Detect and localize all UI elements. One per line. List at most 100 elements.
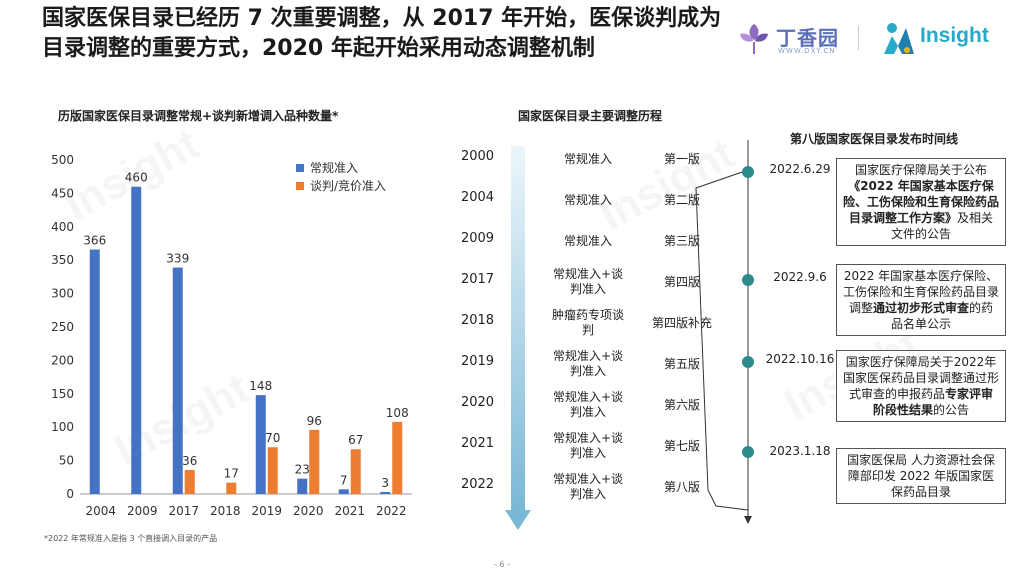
timeline-year: 2009 (460, 231, 495, 246)
timeline-version: 第七版 (663, 438, 700, 453)
x-tick-label: 2021 (334, 504, 365, 518)
data-label: 460 (125, 171, 148, 185)
data-label: 67 (348, 433, 363, 447)
timeline-version: 第四版补充 (652, 315, 713, 330)
insight-name: Insight (920, 24, 989, 47)
data-label: 36 (182, 454, 197, 468)
insight-person-icon (884, 23, 914, 54)
data-label: 148 (249, 379, 272, 393)
timeline-admission-type: 常规准入 (563, 151, 612, 166)
y-tick-label: 500 (51, 153, 74, 167)
timeline-admission-type: 常规准入+谈判准入 (552, 472, 624, 501)
y-tick-label: 100 (51, 420, 74, 434)
data-label: 96 (307, 414, 322, 428)
timeline-version: 第八版 (663, 479, 700, 494)
release-event-text: 的药品名单公示 (890, 301, 994, 331)
bar-chart: 0 50 100 150 200 250 300 350 400 450 500 2004 366 200… (51, 153, 412, 518)
timeline-version: 第一版 (663, 151, 700, 166)
release-event-text: 的公告 (933, 403, 970, 417)
timeline-row: 2018 肿瘤药专项谈判 第四版补充 (440, 305, 720, 341)
y-tick-label: 400 (51, 220, 74, 234)
y-tick-label: 300 (51, 287, 74, 301)
timeline-row: 2020 常规准入+谈判准入 第六版 (440, 387, 720, 423)
x-tick-label: 2018 (210, 504, 241, 518)
bar (380, 491, 391, 494)
release-event-text: 及相关文件的公告 (890, 211, 994, 241)
timeline-row: 2022 常规准入+谈判准入 第八版 (440, 469, 720, 505)
x-tick-label: 2020 (293, 504, 324, 518)
timeline-row: 2004 常规准入 第二版 (440, 182, 720, 218)
release-date: 2022.10.16 (765, 352, 835, 366)
page-number: - 6 - (494, 560, 510, 569)
release-event-highlight: 《2022 年国家基本医疗保险、工伤保险和生育保险药品目录调整工作方案》 (843, 179, 1000, 225)
release-event-text: 国家医保局 人力资源社会保障部印发 2022 年版国家医保药品目录 (847, 453, 995, 499)
dxy-logo: 丁香园 WWW.DXY.CN (734, 18, 854, 58)
y-tick-label: 150 (51, 387, 74, 401)
timeline-row: 2017 常规准入+谈判准入 第四版 (440, 264, 720, 300)
bar (89, 249, 100, 494)
release-timeline-axis (742, 140, 754, 524)
data-label: 17 (224, 467, 239, 481)
timeline-admission-type: 常规准入+谈判准入 (552, 431, 624, 460)
release-event-box: 国家医疗保障局关于2022年国家医保药品目录调整通过形式审查的申报药品专家评审阶… (836, 350, 1006, 422)
timeline-down-arrow-icon (505, 146, 531, 530)
timeline-version: 第三版 (663, 233, 700, 248)
timeline-version: 第六版 (663, 397, 700, 412)
release-event-text: 2022 年国家基本医疗保险、工伤保险和生育保险药品目录调整 (843, 269, 1000, 315)
timeline-version: 第四版 (663, 274, 700, 289)
timeline-row: 2009 常规准入 第三版 (440, 223, 720, 259)
data-label: 23 (295, 463, 310, 477)
bar (309, 429, 320, 494)
legend-swatch (296, 182, 304, 190)
timeline-year: 2019 (460, 354, 495, 369)
timeline-admission-type: 常规准入 (563, 233, 612, 248)
dxy-name: 丁香园 (776, 26, 839, 50)
y-tick-label: 450 (51, 186, 74, 200)
data-label: 70 (265, 431, 280, 445)
bar (131, 186, 142, 494)
timeline-title: 国家医保目录主要调整历程 (518, 109, 663, 123)
legend-label: 常规准入 (310, 160, 358, 175)
timeline-row: 2019 常规准入+谈判准入 第五版 (440, 346, 720, 382)
timeline-version: 第五版 (663, 356, 700, 371)
bar (184, 469, 195, 494)
x-tick-label: 2009 (127, 504, 158, 518)
logo-divider (858, 26, 859, 50)
data-label: 7 (340, 473, 348, 487)
y-tick-label: 50 (59, 454, 74, 468)
chart-title: 历版国家医保目录调整常规+谈判新增调入品种数量* (58, 109, 339, 123)
page-headline: 国家医保目录已经历 7 次重要调整，从 2017 年开始，医保谈判成为目录调整的… (42, 6, 722, 61)
timeline-year: 2022 (460, 477, 495, 492)
release-event-box: 国家医疗保障局关于公布《2022 年国家基本医疗保险、工伤保险和生育保险药品目录… (836, 158, 1006, 246)
y-tick-label: 0 (66, 487, 74, 501)
release-event-highlight: 专家评审阶段性结果 (872, 387, 994, 417)
release-event-text: 国家医疗保障局关于2022年国家医保药品目录调整通过形式审查的申报药品 (843, 355, 1000, 401)
timeline-year: 2004 (460, 190, 495, 205)
version-bracket (695, 169, 749, 511)
timeline-year: 2000 (460, 149, 495, 164)
x-tick-label: 2019 (251, 504, 282, 518)
bar (255, 395, 266, 494)
insight-logo: Insight (880, 18, 1010, 58)
data-label: 3 (381, 476, 389, 490)
release-event-box: 2022 年国家基本医疗保险、工伤保险和生育保险药品目录调整通过初步形式审查的药… (836, 264, 1006, 336)
timeline-admission-type: 常规准入+谈判准入 (552, 267, 624, 296)
timeline-year: 2021 (460, 436, 495, 451)
timeline-row: 2000 常规准入 第一版 (440, 141, 720, 177)
y-tick-label: 250 (51, 320, 74, 334)
release-date: 2023.1.18 (769, 444, 831, 458)
timeline-admission-type: 常规准入 (563, 192, 612, 207)
x-tick-label: 2004 (85, 504, 116, 518)
timeline-year: 2018 (460, 313, 495, 328)
data-label: 366 (83, 234, 106, 248)
bar (172, 267, 183, 494)
release-event-box: 国家医保局 人力资源社会保障部印发 2022 年版国家医保药品目录 (836, 448, 1006, 504)
bar (297, 478, 308, 494)
y-tick-label: 350 (51, 253, 74, 267)
release-date: 2022.6.29 (769, 162, 831, 176)
dxy-flower-icon (740, 24, 768, 54)
release-date: 2022.9.6 (773, 270, 827, 284)
release-event-highlight: 通过初步形式审查 (872, 301, 969, 315)
data-label: 339 (166, 252, 189, 266)
release-timeline-title: 第八版国家医保目录发布时间线 (790, 132, 959, 146)
